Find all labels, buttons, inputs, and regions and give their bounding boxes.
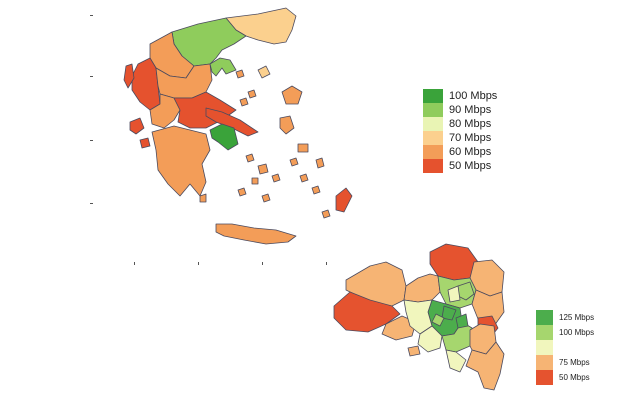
region-attica-main bbox=[209, 123, 239, 151]
region-thessaly bbox=[155, 63, 213, 99]
attica-mid-green-c bbox=[455, 313, 469, 329]
region-kefalonia bbox=[129, 117, 145, 135]
legend-item-greece-80: 80 Mbps bbox=[423, 117, 497, 131]
legend-item-attica-mid bbox=[536, 340, 594, 355]
attica-mid-green-b bbox=[431, 313, 445, 327]
axis-marks bbox=[90, 15, 327, 265]
region-zakynthos bbox=[139, 137, 151, 149]
legend-item-greece-90: 90 Mbps bbox=[423, 103, 497, 117]
region-rhodes bbox=[335, 187, 353, 213]
attica-megara bbox=[333, 291, 401, 333]
legend-swatch bbox=[423, 117, 443, 131]
aegean-islands bbox=[199, 69, 331, 219]
legend-item-attica-125: 125 Mbps bbox=[536, 310, 594, 325]
legend-label: 125 Mbps bbox=[559, 313, 595, 322]
legend-label: 50 Mbps bbox=[449, 160, 492, 172]
legend-item-attica-100: 100 Mbps bbox=[536, 325, 594, 340]
legend-swatch bbox=[536, 310, 553, 325]
legend-swatch bbox=[536, 370, 553, 385]
region-chios bbox=[279, 115, 295, 135]
attica-lavreotiki bbox=[465, 341, 505, 391]
attica-aegina bbox=[407, 345, 421, 357]
legend-label: 70 Mbps bbox=[449, 132, 492, 144]
legend-label: 100 Mbps bbox=[449, 90, 498, 102]
attica-east-suburbs bbox=[471, 289, 505, 327]
region-chalkidiki bbox=[209, 57, 237, 77]
legend-item-attica-75: 75 Mbps bbox=[536, 355, 594, 370]
region-samos bbox=[297, 143, 309, 153]
legend-label: 80 Mbps bbox=[449, 118, 492, 130]
legend-swatch bbox=[423, 159, 443, 173]
region-lesvos bbox=[281, 85, 303, 105]
legend-label: 100 Mbps bbox=[559, 328, 595, 337]
attica-acharnes bbox=[403, 273, 441, 303]
region-crete bbox=[215, 223, 297, 245]
legend-swatch bbox=[423, 131, 443, 145]
legend-swatch bbox=[536, 355, 553, 370]
attica-piraeus bbox=[417, 325, 443, 353]
attica-mid-yellow-a bbox=[447, 285, 461, 303]
legend-item-greece-50: 50 Mbps bbox=[423, 159, 497, 173]
region-thasos bbox=[257, 65, 271, 79]
legend-item-greece-60: 60 Mbps bbox=[423, 145, 497, 159]
legend-label: 50 Mbps bbox=[559, 373, 590, 382]
legend-swatch bbox=[423, 89, 443, 103]
attica-mid-green-a bbox=[441, 305, 457, 321]
attica-map bbox=[333, 243, 505, 391]
legend-label: 90 Mbps bbox=[449, 104, 492, 116]
greece-legend: 100 Mbps 90 Mbps 80 Mbps 70 Mbps 60 Mbps… bbox=[423, 89, 497, 173]
greece-map bbox=[123, 7, 353, 245]
legend-swatch bbox=[536, 325, 553, 340]
legend-swatch bbox=[423, 103, 443, 117]
attica-glyfada bbox=[445, 349, 467, 373]
attica-salamis bbox=[381, 315, 417, 341]
legend-label: 60 Mbps bbox=[449, 146, 492, 158]
legend-item-attica-50: 50 Mbps bbox=[536, 370, 594, 385]
legend-label: 75 Mbps bbox=[559, 358, 590, 367]
region-corfu bbox=[123, 63, 135, 89]
attica-legend: 125 Mbps 100 Mbps 75 Mbps 50 Mbps bbox=[536, 310, 594, 385]
legend-swatch bbox=[536, 340, 553, 355]
region-peloponnese bbox=[151, 125, 211, 197]
legend-swatch bbox=[423, 145, 443, 159]
legend-item-greece-70: 70 Mbps bbox=[423, 131, 497, 145]
legend-item-greece-100: 100 Mbps bbox=[423, 89, 497, 103]
region-evia bbox=[205, 107, 259, 137]
